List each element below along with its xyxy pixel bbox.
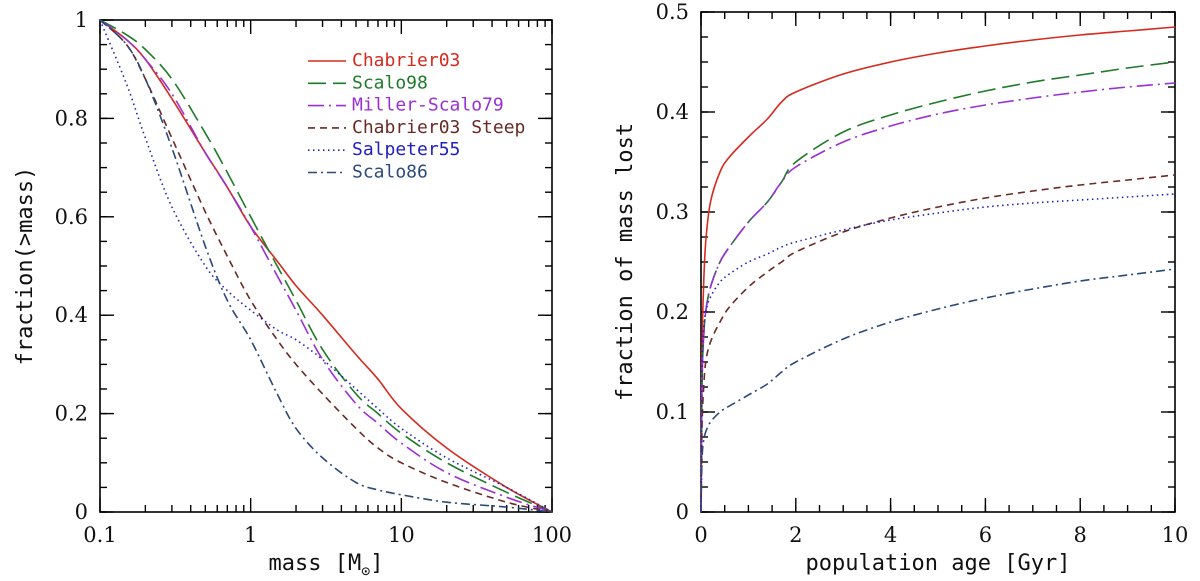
x-tick-label: 8 xyxy=(1074,523,1087,547)
y-axis-label: fraction of mass lost xyxy=(613,123,638,401)
legend-label-salpeter55: Salpeter55 xyxy=(352,139,460,160)
series-line-miller-scalo79 xyxy=(700,82,1176,513)
series-line-chabrier03-steep xyxy=(700,174,1176,513)
plot-frame xyxy=(700,11,1176,513)
tick-labels: 0 2 4 6 8 10 0 0.1 0.2 0.3 0.4 0.5 xyxy=(656,0,1189,547)
y-tick-label: 1 xyxy=(75,8,88,32)
x-axis-label: mass [M⊙] xyxy=(269,551,384,580)
legend-label-scalo98: Scalo98 xyxy=(352,72,428,93)
series-line-scalo86 xyxy=(99,19,553,513)
y-tick-label: 0.6 xyxy=(55,205,88,229)
y-tick-label: 0.2 xyxy=(656,300,689,324)
series-line-salpeter55 xyxy=(99,19,553,513)
x-tick-label: 6 xyxy=(979,523,992,547)
tick-labels: 0.1 1 10 100 0 0.2 0.4 0.6 0.8 1 xyxy=(55,8,572,547)
legend-label-miller-scalo79: Miller-Scalo79 xyxy=(352,95,504,116)
series-line-chabrier03 xyxy=(700,26,1176,513)
legend-label-chabrier03: Chabrier03 xyxy=(352,50,460,71)
x-tick-label: 2 xyxy=(789,523,802,547)
legend: Chabrier03Scalo98Miller-Scalo79Chabrier0… xyxy=(308,50,525,183)
x-tick-label: 0 xyxy=(694,523,707,547)
x-tick-label: 4 xyxy=(884,523,897,547)
series-line-scalo86 xyxy=(700,268,1176,513)
x-tick-label: 1 xyxy=(244,523,257,547)
y-tick-label: 0.8 xyxy=(55,106,88,130)
series-line-scalo98 xyxy=(700,61,1176,513)
y-tick-label: 0.5 xyxy=(656,0,689,24)
solar-symbol: ⊙ xyxy=(361,562,370,580)
series-lines xyxy=(99,19,553,513)
y-tick-label: 0.2 xyxy=(55,402,88,426)
axis-ticks xyxy=(99,19,553,513)
y-tick-label: 0 xyxy=(676,500,689,524)
axis-ticks xyxy=(700,11,1176,513)
y-axis-label: fraction(>mass) xyxy=(13,167,38,366)
mass-fraction-plot: 0.1 1 10 100 0 0.2 0.4 0.6 0.8 1 Chabrier03Scalo9… xyxy=(13,8,572,580)
legend-label-chabrier03-steep: Chabrier03 Steep xyxy=(352,117,525,138)
series-line-chabrier03-steep xyxy=(99,19,553,513)
x-tick-label: 10 xyxy=(1162,523,1189,547)
series-lines xyxy=(700,26,1176,513)
legend-label-scalo86: Scalo86 xyxy=(352,162,428,183)
series-line-salpeter55 xyxy=(700,193,1176,513)
x-tick-label: 100 xyxy=(532,523,572,547)
y-tick-label: 0.1 xyxy=(656,400,689,424)
mass-lost-plot: 0 2 4 6 8 10 0 0.1 0.2 0.3 0.4 0.5 population age [… xyxy=(613,0,1188,576)
x-axis-label-text: mass [M xyxy=(269,551,362,576)
x-axis-label: population age [Gyr] xyxy=(806,551,1071,576)
y-tick-label: 0 xyxy=(75,500,88,524)
y-tick-label: 0.3 xyxy=(656,200,689,224)
series-line-scalo98 xyxy=(99,19,553,513)
series-line-miller-scalo79 xyxy=(99,19,553,513)
y-tick-label: 0.4 xyxy=(656,100,689,124)
y-tick-label: 0.4 xyxy=(55,303,88,327)
x-axis-label-suffix: ] xyxy=(370,551,383,576)
x-tick-label: 0.1 xyxy=(83,523,116,547)
series-line-chabrier03 xyxy=(99,19,553,513)
x-tick-label: 10 xyxy=(388,523,415,547)
